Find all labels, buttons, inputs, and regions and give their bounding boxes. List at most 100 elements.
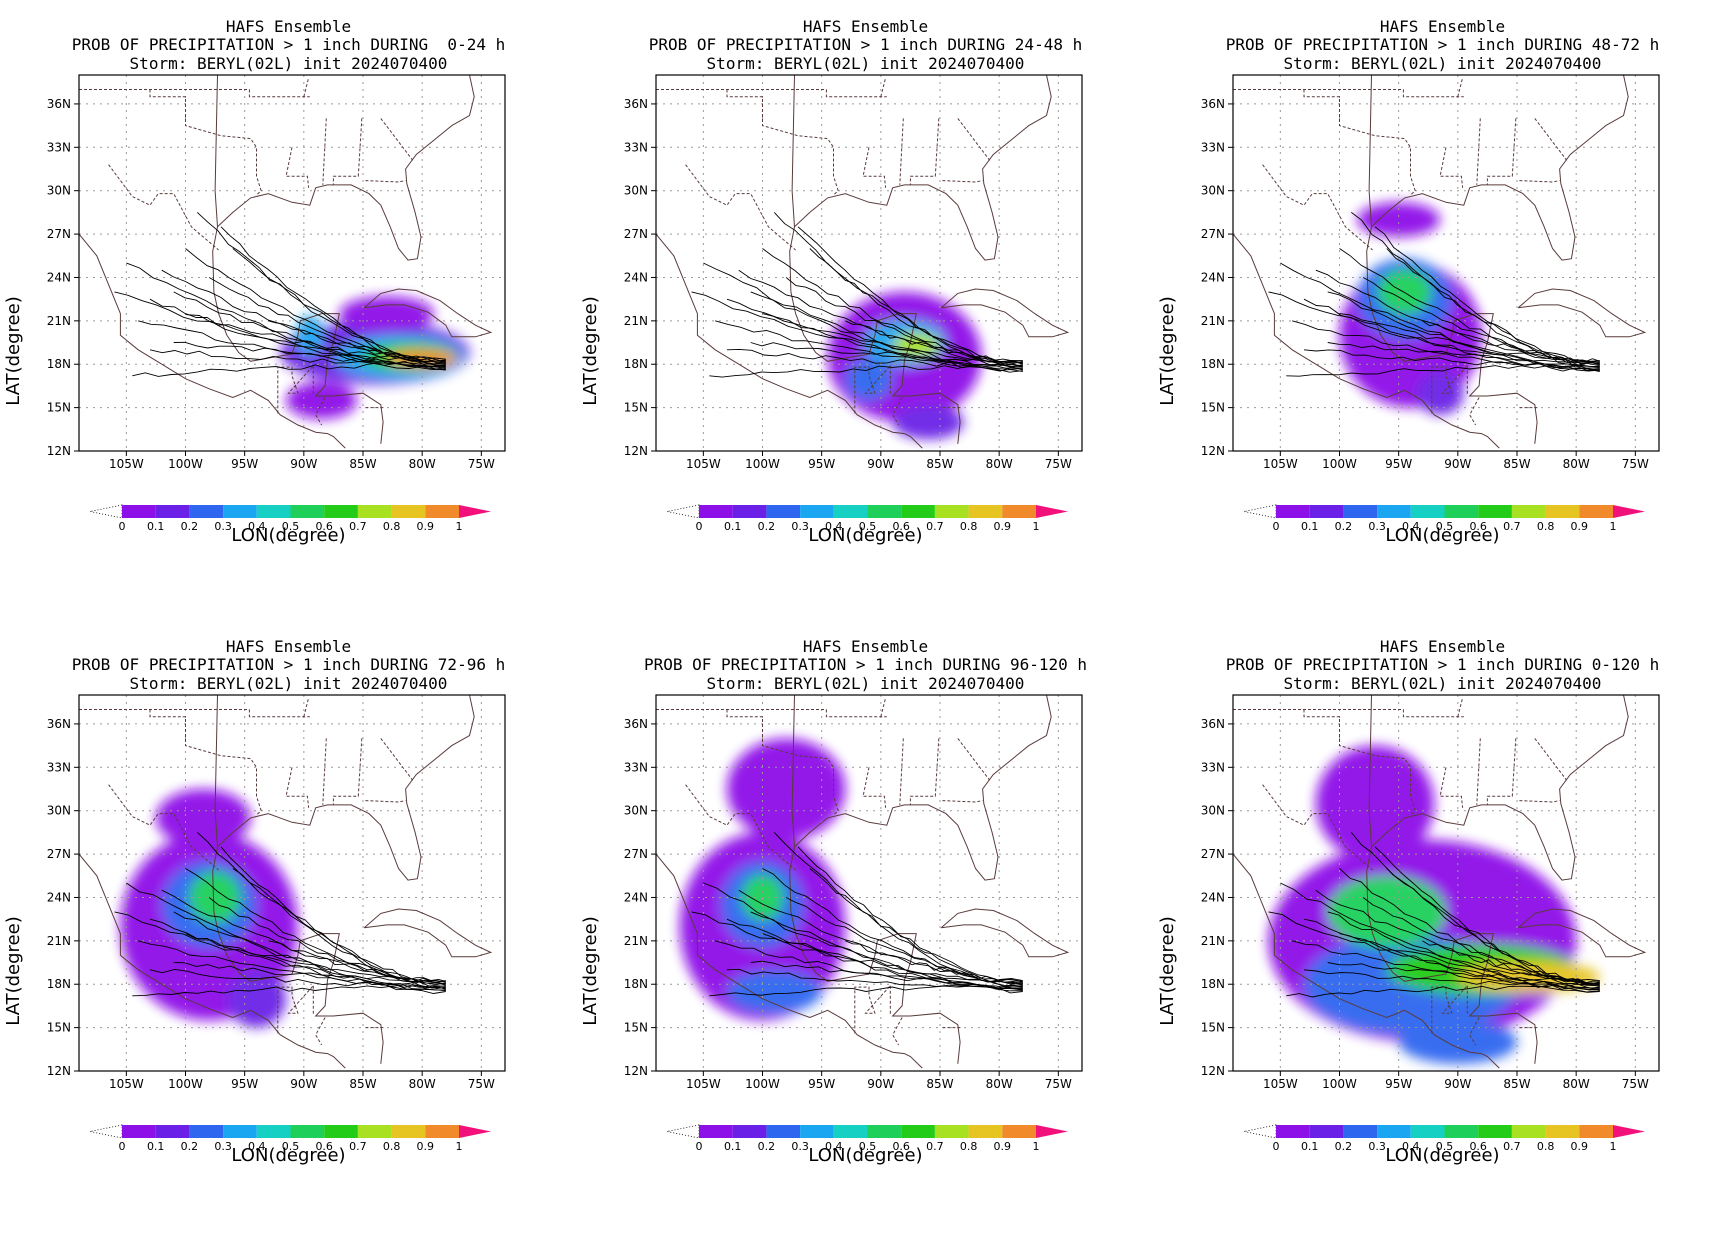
colorbar-segment	[1309, 505, 1344, 518]
political-border	[909, 738, 940, 805]
coastline	[363, 908, 493, 958]
political-border	[1457, 77, 1464, 97]
x-axis-label: LON(degree)	[808, 525, 923, 546]
dotted-triangle-icon	[89, 504, 123, 519]
plot-area	[1233, 695, 1659, 1071]
ensemble-tracks	[691, 832, 1023, 997]
political-border	[899, 118, 904, 185]
plot-area	[79, 75, 505, 451]
colorbar: 0 0.1 0.2 0.3 0.4 0.5 0.6 0.7 0.8 0.9 1	[666, 1124, 1068, 1153]
y-tick-label: 24N	[1201, 890, 1225, 904]
political-border	[315, 1017, 326, 1046]
x-tick-label: 95W	[231, 1077, 258, 1091]
colorbar-segment	[1343, 1125, 1378, 1138]
y-tick-label: 18N	[624, 357, 648, 371]
colorbar-label: 0.5	[859, 520, 877, 533]
political-border	[825, 89, 887, 98]
political-border	[1476, 118, 1481, 185]
x-tick-label: 105W	[686, 1077, 721, 1091]
y-axis-label: LAT(degree)	[3, 296, 24, 406]
ensemble-track	[1292, 940, 1600, 991]
y-tick-label: 24N	[624, 890, 648, 904]
ensemble-track	[173, 911, 446, 991]
ensemble-track	[715, 940, 1023, 990]
x-tick-label: 80W	[986, 457, 1013, 471]
colorbar-segment	[223, 505, 257, 518]
colorbar-segment	[1309, 1125, 1344, 1138]
coastline	[1371, 75, 1629, 261]
y-tick-label: 21N	[1201, 314, 1225, 328]
panel-title-line3: Storm: BERYL(02L) init 2024070400	[1283, 54, 1602, 73]
colorbar-label: 1	[1610, 520, 1617, 533]
y-tick-label: 12N	[1201, 444, 1225, 458]
political-border	[1476, 738, 1481, 805]
colorbar: 0 0.1 0.2 0.3 0.4 0.5 0.6 0.7 0.8 0.9 1	[1243, 504, 1645, 533]
x-tick-label: 100W	[1322, 1077, 1357, 1091]
x-axis-label: LON(degree)	[231, 525, 346, 546]
x-tick-label: 105W	[1263, 457, 1298, 471]
panel-title-line1: HAFS Ensemble	[802, 637, 929, 656]
probability-field	[1339, 202, 1482, 415]
colorbar-segment	[732, 505, 767, 518]
axis-ticks: 105W 100W 95W 90W 85W 80W 75W 12N 15N 18N 21N 24N 27…	[1201, 97, 1649, 471]
colorbar-label: 0.2	[181, 1140, 199, 1153]
colorbar-label: 0.7	[1503, 520, 1521, 533]
probability-blob	[1398, 1020, 1517, 1064]
colorbar-segment	[1002, 1125, 1036, 1138]
colorbar-label: 0.6	[315, 1140, 333, 1153]
axis-ticks: 105W 100W 95W 90W 85W 80W 75W 12N 15N 18N 21N 24N 27…	[624, 717, 1072, 1091]
colorbar-label: 0.8	[383, 520, 401, 533]
colorbar-label: 0.5	[282, 520, 300, 533]
chart-panel-1: HAFS Ensemble PROB OF PRECIPITATION > 1 …	[0, 0, 577, 620]
political-border	[285, 767, 310, 808]
y-tick-label: 27N	[1201, 227, 1225, 241]
grid	[79, 695, 505, 1071]
colorbar-segment	[901, 505, 935, 518]
colorbar-segment	[1545, 505, 1580, 518]
y-tick-label: 27N	[624, 847, 648, 861]
ensemble-track	[1303, 349, 1600, 368]
political-border	[149, 709, 262, 816]
ensemble-track	[185, 868, 446, 986]
colorbar-label: 0.3	[1368, 520, 1386, 533]
x-tick-label: 105W	[686, 457, 721, 471]
ensemble-track	[185, 248, 446, 365]
y-axis-label: LAT(degree)	[580, 916, 601, 1026]
panel-title-line1: HAFS Ensemble	[1379, 637, 1506, 656]
coastline	[656, 233, 923, 449]
colorbar-segment	[223, 1125, 257, 1138]
colorbar-label: 0.3	[214, 520, 232, 533]
map-plot: 105W 100W 95W 90W 85W 80W 75W 12N 15N 18N 21N 24N 27…	[624, 694, 1083, 1153]
political-border	[862, 147, 887, 188]
colorbar-label: 0.6	[1469, 1140, 1487, 1153]
y-tick-label: 33N	[1201, 140, 1225, 154]
coastline	[1233, 233, 1500, 449]
ensemble-track	[1422, 940, 1600, 984]
colorbar-label: 0.6	[892, 1140, 910, 1153]
y-tick-label: 15N	[624, 1021, 648, 1035]
political-border	[1402, 89, 1464, 98]
colorbar-label: 0.4	[825, 520, 843, 533]
political-border	[365, 800, 406, 803]
colorbar-segment	[290, 505, 325, 518]
ensemble-track	[797, 226, 1023, 368]
colorbar-label: 0.1	[724, 520, 742, 533]
colorbar-label: 0.4	[1402, 1140, 1420, 1153]
y-tick-label: 36N	[624, 717, 648, 731]
probability-blob	[286, 381, 358, 420]
y-tick-label: 33N	[624, 140, 648, 154]
y-tick-label: 24N	[1201, 270, 1225, 284]
colorbar-label: 0.6	[892, 520, 910, 533]
panel-title-line3: Storm: BERYL(02L) init 2024070400	[129, 54, 448, 73]
colorbar-segment	[1444, 1125, 1479, 1138]
colorbar-label: 0.3	[791, 520, 809, 533]
y-tick-label: 36N	[1201, 97, 1225, 111]
colorbar-label: 0.2	[1335, 1140, 1353, 1153]
y-tick-label: 15N	[1201, 1021, 1225, 1035]
colorbar-label: 1	[1033, 520, 1040, 533]
colorbar-segment	[934, 505, 969, 518]
colorbar-label: 0.7	[1503, 1140, 1521, 1153]
plot-frame	[78, 74, 506, 452]
ensemble-track	[1362, 897, 1600, 984]
colorbar-label: 0.1	[147, 520, 165, 533]
